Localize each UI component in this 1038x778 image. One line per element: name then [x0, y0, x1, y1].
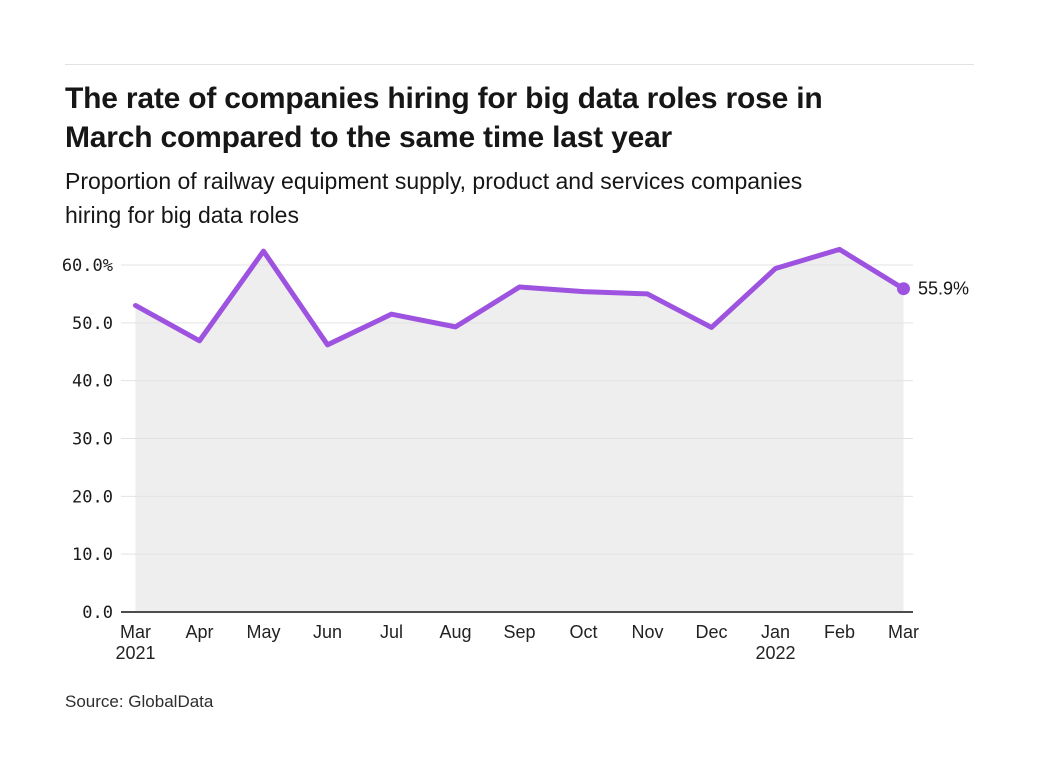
- chart-title-line-1: The rate of companies hiring for big dat…: [65, 82, 823, 115]
- y-tick-label: 30.0: [72, 430, 113, 450]
- x-tick-label: Mar: [888, 622, 919, 642]
- x-tick-label: Apr: [185, 622, 213, 642]
- y-tick-label: 50.0: [72, 314, 113, 334]
- x-tick-label: Jul: [380, 622, 403, 642]
- chart-subtitle: Proportion of railway equipment supply, …: [65, 164, 985, 232]
- x-tick-label: May: [246, 622, 280, 642]
- data-line: [133, 246, 906, 348]
- end-point-dot: [897, 282, 910, 296]
- y-tick-label: 20.0: [72, 487, 113, 507]
- x-tick-label: Aug: [439, 622, 471, 642]
- x-tick-year-label: 2021: [115, 643, 155, 663]
- area-fill: [135, 249, 904, 612]
- y-tick-label: 60.0%: [62, 256, 113, 276]
- x-tick-label: Dec: [695, 622, 727, 642]
- x-tick-label: Feb: [824, 622, 855, 642]
- y-tick-label: 40.0: [72, 372, 113, 392]
- x-tick-label: Sep: [503, 622, 535, 642]
- header-divider: [65, 64, 974, 65]
- end-point-label: 55.9%: [918, 279, 969, 299]
- x-tick-label: Jun: [313, 622, 342, 642]
- chart-title: The rate of companies hiring for big dat…: [65, 79, 985, 157]
- source-label: Source: GlobalData: [65, 692, 214, 711]
- x-tick-year-label: 2022: [755, 643, 795, 663]
- y-tick-label: 10.0: [72, 545, 113, 565]
- chart-subtitle-line-2: hiring for big data roles: [65, 202, 299, 228]
- chart-title-line-2: March compared to the same time last yea…: [65, 121, 673, 154]
- chart-subtitle-line-1: Proportion of railway equipment supply, …: [65, 168, 803, 194]
- x-tick-label: Mar: [120, 622, 151, 642]
- y-tick-label: 0.0: [82, 603, 113, 623]
- x-tick-label: Nov: [631, 622, 663, 642]
- x-tick-label: Jan: [761, 622, 790, 642]
- x-tick-label: Oct: [569, 622, 597, 642]
